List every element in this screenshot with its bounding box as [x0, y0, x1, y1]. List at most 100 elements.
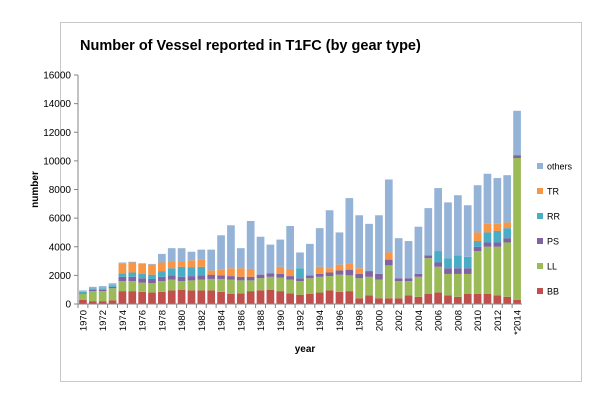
- bar-segment-ll: [414, 276, 423, 297]
- bar-segment-ll: [444, 273, 452, 296]
- bar-segment-ll: [306, 278, 314, 294]
- bar-segment-others: [118, 262, 127, 264]
- bar-segment-ll: [138, 282, 146, 292]
- bar-segment-bb: [424, 293, 433, 304]
- bar-segment-ps: [325, 272, 334, 277]
- bar-segment-ll: [158, 281, 166, 292]
- bar-segment-tr: [148, 264, 156, 275]
- bar-segment-ps: [276, 273, 285, 278]
- x-tick-label: 1992: [296, 310, 307, 331]
- bar-segment-others: [148, 263, 156, 265]
- bar-segment-bb: [434, 292, 442, 304]
- bar-segment-ps: [315, 273, 324, 277]
- bar-segment-ll: [325, 276, 334, 291]
- bar-segment-rr: [158, 271, 166, 277]
- x-tick-label: 1970: [78, 310, 89, 331]
- bar-segment-bb: [315, 292, 324, 304]
- bar-segment-others: [503, 175, 512, 223]
- bar-segment-ll: [266, 276, 275, 290]
- bar-segment-ll: [394, 281, 403, 299]
- bar-segment-ll: [473, 251, 482, 294]
- bar-segment-others: [167, 248, 176, 262]
- bar-segment-bb: [128, 291, 137, 304]
- bar-segment-rr: [167, 268, 176, 276]
- bar-segment-others: [414, 226, 423, 274]
- bar-segment-others: [463, 205, 472, 257]
- bar-segment-rr: [503, 228, 512, 239]
- bar-segment-ll: [286, 279, 294, 294]
- bar-segment-others: [424, 208, 433, 256]
- legend-label-bb: BB: [547, 287, 559, 297]
- bar-segment-ps: [384, 259, 393, 266]
- bar-segment-ll: [276, 277, 285, 292]
- bar-segment-ps: [128, 276, 137, 282]
- bar-segment-ll: [296, 281, 304, 295]
- bar-segment-ll: [256, 278, 265, 291]
- bar-segment-bb: [335, 291, 344, 304]
- bar-segment-bb: [454, 296, 462, 304]
- bar-segment-others: [88, 286, 97, 289]
- x-tick-label: 1996: [335, 310, 346, 331]
- bar-segment-ps: [296, 278, 304, 282]
- bar-segment-ll: [108, 288, 117, 301]
- bar-segment-ps: [414, 273, 423, 277]
- y-tick-label: 6000: [49, 214, 72, 225]
- bar-segment-bb: [138, 291, 146, 304]
- bar-segment-ps: [167, 275, 176, 280]
- bar-segment-rr: [148, 274, 156, 279]
- bar-segment-tr: [128, 262, 137, 273]
- bar-segment-tr: [227, 268, 235, 277]
- bar-segment-ll: [404, 281, 413, 296]
- bar-segment-rr: [296, 268, 304, 279]
- bar-segment-bb: [177, 289, 186, 304]
- bar-segment-ps: [404, 278, 413, 282]
- bar-segment-others: [266, 244, 275, 274]
- bar-segment-ps: [375, 273, 383, 280]
- bar-segment-bb: [246, 291, 255, 304]
- bar-segment-bb: [296, 294, 304, 304]
- bar-segment-others: [325, 210, 334, 269]
- bar-segment-rr: [473, 241, 482, 247]
- bar-segment-ll: [493, 246, 502, 296]
- y-tick-label: 14000: [43, 99, 71, 110]
- bar-segment-ll: [88, 291, 97, 302]
- x-tick-label: 1972: [98, 310, 109, 331]
- bar-segment-bb: [384, 298, 393, 304]
- bar-segment-others: [158, 253, 166, 263]
- bar-segment-ps: [434, 262, 442, 267]
- y-tick-label: 10000: [43, 156, 71, 167]
- bar-segment-bb: [98, 301, 107, 304]
- bar-segment-others: [394, 238, 403, 279]
- bar-segment-others: [473, 185, 482, 233]
- legend-swatch-ps: [537, 238, 543, 244]
- bar-segment-others: [375, 215, 383, 274]
- bar-segment-bb: [227, 293, 235, 304]
- bar-segment-rr: [493, 231, 502, 243]
- bar-segment-others: [187, 251, 196, 261]
- bar-segment-ll: [217, 278, 225, 292]
- legend-swatch-bb: [537, 288, 543, 294]
- bar-segment-tr: [325, 268, 334, 273]
- bar-segment-ps: [493, 242, 502, 247]
- bar-segment-tr: [236, 268, 245, 277]
- bar-segment-ps: [217, 275, 225, 279]
- bar-segment-rr: [128, 272, 137, 277]
- bar-segment-ps: [88, 289, 97, 292]
- bar-segment-bb: [88, 301, 97, 304]
- x-axis-label: year: [295, 344, 316, 355]
- bar-segment-ps: [256, 274, 265, 279]
- bar-segment-ll: [236, 280, 245, 294]
- x-tick-label: 2008: [453, 310, 464, 331]
- bar-segment-ps: [98, 289, 107, 292]
- bar-segment-others: [365, 223, 373, 272]
- bar-segment-others: [246, 220, 255, 269]
- bar-segment-tr: [355, 268, 364, 274]
- x-tick-label: 1980: [177, 310, 188, 331]
- x-tick-label: 1976: [138, 310, 149, 331]
- x-tick-label: 1978: [157, 310, 168, 331]
- x-tick-label: 1998: [355, 310, 366, 331]
- bar-segment-ps: [266, 273, 275, 277]
- bar-segment-ps: [463, 268, 472, 274]
- bar-segment-ps: [355, 273, 364, 279]
- x-tick-label: 1974: [118, 310, 129, 331]
